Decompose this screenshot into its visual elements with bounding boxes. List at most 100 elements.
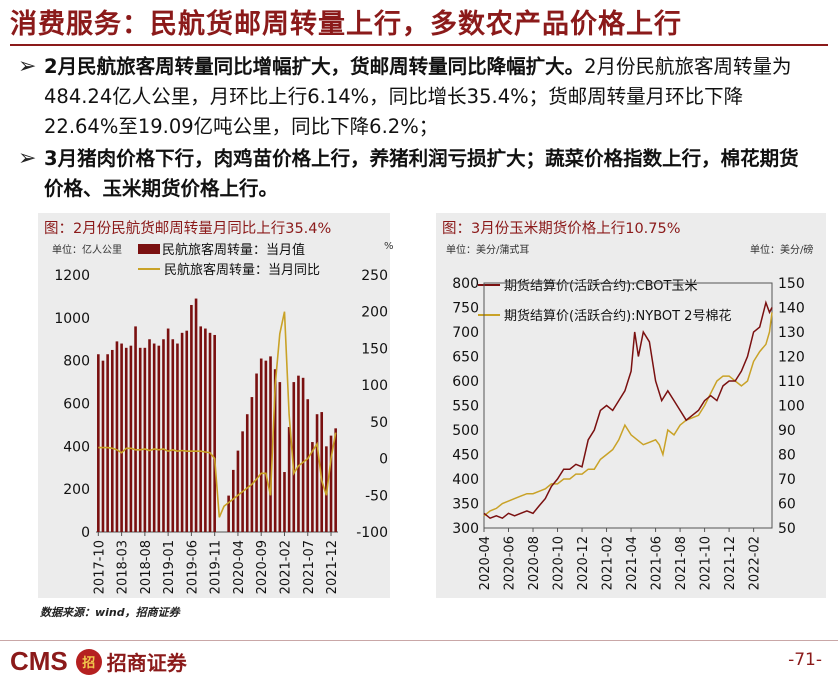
- x-tick-label: 2020-04: [478, 536, 493, 590]
- bar-passenger-volume: [283, 472, 286, 532]
- x-tick-label: 2021-06: [650, 536, 665, 590]
- bar-passenger-volume: [138, 347, 142, 532]
- legend-cotton-label: 期货结算价(活跃合约):NYBOT 2号棉花: [504, 309, 732, 324]
- page-title: 消费服务：民航货邮周转量上行，多数农产品价格上行: [10, 9, 682, 40]
- y-right-tick-label: 100: [361, 378, 388, 394]
- x-tick-label: 2020-06: [503, 536, 518, 590]
- y-right-tick-label: 60: [778, 497, 796, 513]
- y-right-tick-label: 130: [778, 325, 805, 341]
- legend-bar-label: 民航旅客周转量：当月值: [162, 243, 306, 258]
- x-tick-label: 2022-02: [748, 536, 763, 590]
- bar-passenger-volume: [306, 399, 310, 532]
- chart-left-unit-left: 单位：亿人公里: [52, 245, 122, 256]
- chart-left-unit-right: %: [384, 241, 394, 252]
- bar-passenger-volume: [213, 334, 216, 532]
- y-left-tick-label: 1200: [54, 268, 90, 284]
- title-underline: [10, 44, 828, 46]
- y-right-tick-label: 100: [778, 399, 805, 415]
- bullet-arrow-icon: ➢: [18, 146, 37, 171]
- legend-cotton-swatch: [478, 313, 500, 316]
- bar-passenger-volume: [106, 354, 109, 532]
- bar-passenger-volume: [152, 343, 156, 532]
- bar-passenger-volume: [101, 360, 105, 532]
- y-right-tick-label: 90: [778, 423, 796, 439]
- y-right-tick-label: 120: [778, 350, 805, 366]
- legend-bar-swatch: [138, 243, 160, 254]
- bar-passenger-volume: [245, 414, 249, 532]
- y-left-tick-label: 550: [452, 399, 479, 415]
- chart-right-legend-cotton: 期货结算价(活跃合约):NYBOT 2号棉花: [478, 305, 731, 324]
- bar-passenger-volume: [301, 377, 305, 532]
- y-right-tick-label: -50: [365, 488, 388, 504]
- chart-right-unit-left: 单位：美分/蒲式耳: [446, 245, 530, 256]
- bullet-1-lead: 2月民航旅客周转量同比增幅扩大，货邮周转量同比降幅扩大。: [44, 55, 585, 78]
- chart-right-unit-right: 单位：美分/磅: [750, 245, 814, 256]
- bar-passenger-volume: [208, 332, 212, 532]
- bullet-2-lead: 3月猪肉价格下行，肉鸡苗价格上行，养猪利润亏损扩大；蔬菜价格指数上行，棉花期货价…: [44, 147, 799, 200]
- x-tick-label: 2020-08: [527, 536, 542, 590]
- bar-passenger-volume: [185, 330, 189, 532]
- bar-passenger-volume: [166, 328, 170, 532]
- bar-passenger-volume: [180, 332, 184, 532]
- bullet-1-text: 2月份民航旅客周转量为484.24亿人公里，月环比上行6.14%，同比增长35.…: [44, 55, 792, 138]
- y-left-tick-label: 600: [63, 397, 90, 413]
- y-right-tick-label: 50: [778, 521, 796, 537]
- x-tick-label: 2020-04: [232, 540, 247, 594]
- y-left-tick-label: 0: [81, 525, 90, 541]
- bar-passenger-volume: [287, 427, 291, 532]
- bar-passenger-volume: [292, 382, 296, 532]
- y-left-tick-label: 450: [452, 448, 479, 464]
- y-right-tick-label: -100: [356, 525, 388, 541]
- bar-passenger-volume: [241, 431, 244, 532]
- bar-passenger-volume: [124, 347, 128, 532]
- x-tick-label: 2020-09: [255, 540, 270, 594]
- bar-passenger-volume: [190, 304, 193, 532]
- y-left-tick-label: 400: [452, 472, 479, 488]
- logo-badge-icon: 招: [75, 648, 102, 675]
- bar-passenger-volume: [120, 343, 123, 532]
- chart-left-title: 图：2月份民航货邮周转量月同比上行35.4%: [44, 221, 332, 237]
- x-tick-label: 2020-10: [552, 536, 567, 590]
- bar-passenger-volume: [269, 356, 272, 532]
- chart-panel-right: 图：3月份玉米期货价格上行10.75% 单位：美分/蒲式耳 单位：美分/磅 期货…: [436, 213, 826, 598]
- x-tick-label: 2021-12: [723, 536, 738, 590]
- chart-left-legend-line: 民航旅客周转量：当月同比: [138, 259, 320, 278]
- logo-cms-text: CMS: [10, 646, 68, 675]
- x-tick-label: 2019-11: [209, 540, 224, 594]
- bar-passenger-volume: [110, 349, 114, 532]
- x-tick-label: 2019-01: [162, 540, 177, 594]
- bar-passenger-volume: [227, 495, 230, 532]
- y-right-tick-label: 140: [778, 301, 805, 317]
- y-right-tick-label: 0: [379, 452, 388, 468]
- bar-passenger-volume: [334, 428, 337, 532]
- chart-left-legend-bar: 民航旅客周转量：当月值: [138, 239, 305, 258]
- y-right-tick-label: 200: [361, 305, 388, 321]
- bar-passenger-volume: [162, 339, 165, 532]
- y-left-tick-label: 750: [452, 301, 479, 317]
- bar-passenger-volume: [204, 328, 207, 532]
- bar-passenger-volume: [278, 382, 282, 532]
- chart-right-svg: 300 350 400 450 500 550 600 650 700 750 800 50 60 70 8…: [452, 276, 805, 590]
- bar-passenger-volume: [236, 450, 240, 532]
- bar-passenger-volume: [250, 397, 254, 532]
- x-tick-label: 2018-08: [139, 540, 154, 594]
- bar-passenger-volume: [259, 358, 263, 532]
- line-cotton-price: [483, 312, 773, 517]
- bar-passenger-volume: [297, 375, 300, 532]
- y-right-tick-label: 70: [778, 472, 796, 488]
- y-left-tick-label: 200: [63, 482, 90, 498]
- bar-passenger-volume: [264, 360, 268, 532]
- logo-cn-text: 招商证券: [106, 651, 187, 675]
- chart-left-svg: 0 200 400 600 800 1000 1200 -100 -50 0 50 100 150 200…: [54, 268, 388, 594]
- x-tick-label: 2021-07: [302, 540, 317, 594]
- chart-right-title: 图：3月份玉米期货价格上行10.75%: [442, 221, 681, 237]
- y-left-tick-label: 800: [63, 354, 90, 370]
- bar-passenger-volume: [320, 412, 324, 532]
- y-right-tick-label: 150: [778, 276, 805, 292]
- bar-passenger-volume: [315, 414, 319, 532]
- plot-frame: [483, 282, 773, 529]
- line-passenger-yoy: [98, 311, 337, 518]
- x-tick-label: 2021-08: [674, 536, 689, 590]
- bar-passenger-volume: [143, 347, 147, 532]
- y-left-tick-label: 500: [452, 423, 479, 439]
